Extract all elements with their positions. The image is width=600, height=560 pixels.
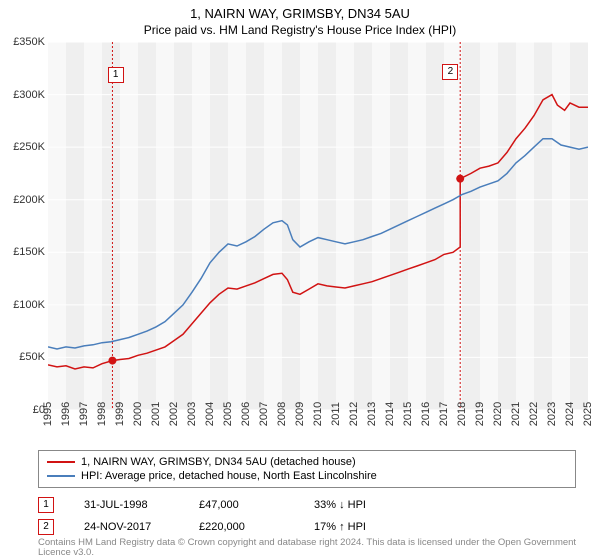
- sale-marker-box: 2: [442, 64, 458, 80]
- x-tick-label: 2020: [492, 402, 504, 426]
- chart-title: 1, NAIRN WAY, GRIMSBY, DN34 5AU: [0, 0, 600, 21]
- x-tick-label: 2005: [222, 402, 234, 426]
- sale-vs-hpi: 17% ↑ HPI: [314, 521, 399, 533]
- sales-table: 1 31-JUL-1998 £47,000 33% ↓ HPI 2 24-NOV…: [38, 494, 399, 538]
- sale-marker-box: 1: [108, 67, 124, 83]
- y-tick-label: £150K: [13, 246, 45, 258]
- x-tick-label: 2025: [582, 402, 594, 426]
- sale-marker-icon: 2: [38, 519, 54, 535]
- sale-vs-hpi: 33% ↓ HPI: [314, 499, 399, 511]
- legend-label-price-paid: 1, NAIRN WAY, GRIMSBY, DN34 5AU (detache…: [81, 456, 356, 468]
- x-tick-label: 1995: [42, 402, 54, 426]
- x-tick-label: 2021: [510, 402, 522, 426]
- x-tick-label: 2018: [456, 402, 468, 426]
- table-row: 2 24-NOV-2017 £220,000 17% ↑ HPI: [38, 516, 399, 538]
- y-tick-label: £100K: [13, 299, 45, 311]
- x-tick-label: 2001: [150, 402, 162, 426]
- x-tick-label: 2002: [168, 402, 180, 426]
- x-tick-label: 2016: [420, 402, 432, 426]
- chart-subtitle: Price paid vs. HM Land Registry's House …: [0, 21, 600, 37]
- x-tick-label: 2007: [258, 402, 270, 426]
- x-tick-label: 2003: [186, 402, 198, 426]
- x-tick-label: 2011: [330, 402, 342, 426]
- x-tick-label: 2000: [132, 402, 144, 426]
- sale-marker-icon: 1: [38, 497, 54, 513]
- x-tick-label: 2022: [528, 402, 540, 426]
- legend-swatch-hpi: [47, 475, 75, 477]
- legend: 1, NAIRN WAY, GRIMSBY, DN34 5AU (detache…: [38, 450, 576, 488]
- x-tick-label: 1997: [78, 402, 90, 426]
- x-tick-label: 2013: [366, 402, 378, 426]
- y-tick-label: £250K: [13, 141, 45, 153]
- x-tick-label: 2004: [204, 402, 216, 426]
- x-tick-label: 2010: [312, 402, 324, 426]
- x-tick-label: 2012: [348, 402, 360, 426]
- legend-item-price-paid: 1, NAIRN WAY, GRIMSBY, DN34 5AU (detache…: [47, 455, 567, 469]
- x-tick-label: 2024: [564, 402, 576, 426]
- x-tick-label: 2019: [474, 402, 486, 426]
- x-tick-label: 2009: [294, 402, 306, 426]
- y-tick-label: £50K: [19, 351, 45, 363]
- x-tick-label: 2015: [402, 402, 414, 426]
- sale-price: £220,000: [199, 521, 284, 533]
- legend-item-hpi: HPI: Average price, detached house, Nort…: [47, 469, 567, 483]
- sale-price: £47,000: [199, 499, 284, 511]
- x-tick-label: 1998: [96, 402, 108, 426]
- footnote-text: Contains HM Land Registry data © Crown c…: [38, 538, 600, 559]
- legend-label-hpi: HPI: Average price, detached house, Nort…: [81, 470, 377, 482]
- y-tick-label: £300K: [13, 89, 45, 101]
- sale-date: 24-NOV-2017: [84, 521, 169, 533]
- chart-svg: [48, 42, 588, 410]
- x-tick-label: 2008: [276, 402, 288, 426]
- x-tick-label: 2006: [240, 402, 252, 426]
- y-tick-label: £200K: [13, 194, 45, 206]
- x-tick-label: 1999: [114, 402, 126, 426]
- x-tick-label: 2023: [546, 402, 558, 426]
- x-tick-label: 2014: [384, 402, 396, 426]
- sale-date: 31-JUL-1998: [84, 499, 169, 511]
- x-tick-label: 2017: [438, 402, 450, 426]
- x-tick-label: 1996: [60, 402, 72, 426]
- legend-swatch-price-paid: [47, 461, 75, 463]
- table-row: 1 31-JUL-1998 £47,000 33% ↓ HPI: [38, 494, 399, 516]
- y-tick-label: £350K: [13, 36, 45, 48]
- chart-plot-area: [48, 42, 588, 410]
